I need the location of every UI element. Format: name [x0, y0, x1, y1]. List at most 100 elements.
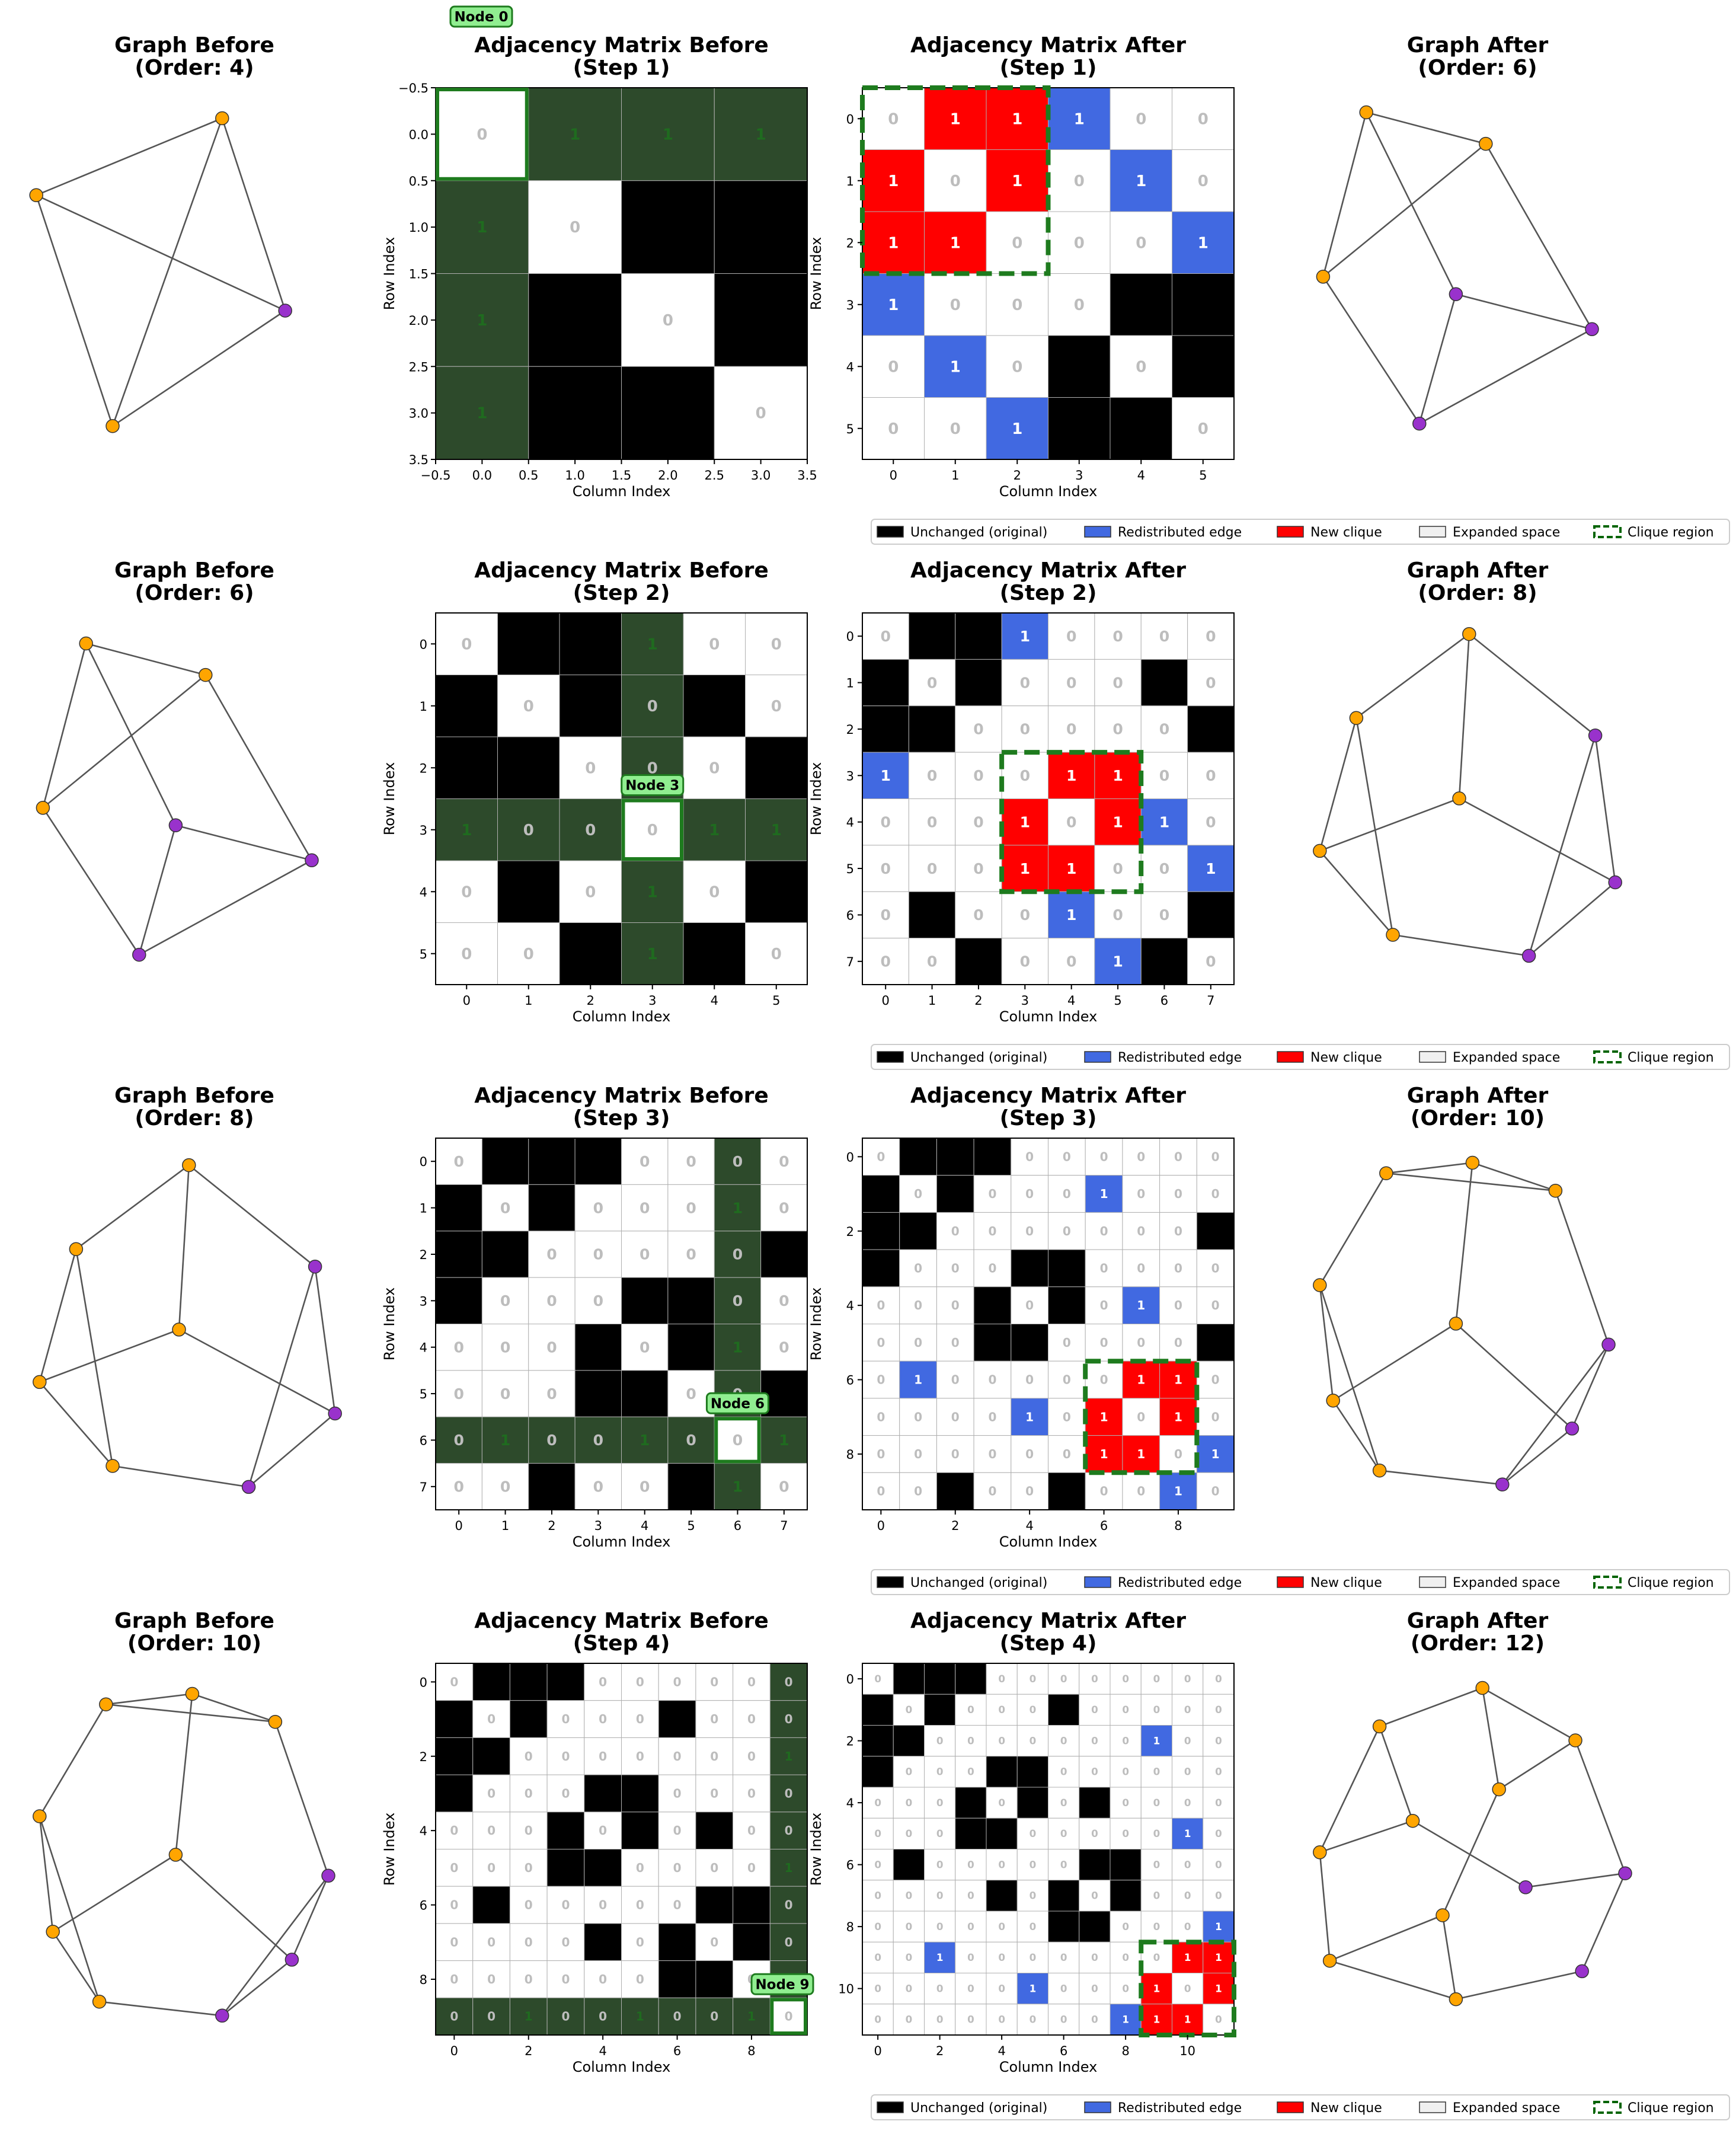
x-tick-label: 5 — [772, 993, 780, 1008]
cell-value: 0 — [1063, 1336, 1071, 1350]
matrix-cell — [1140, 1663, 1172, 1695]
matrix-cell — [574, 1370, 622, 1417]
cell-value: 0 — [874, 1951, 881, 1963]
cell-value: 0 — [1137, 1336, 1145, 1350]
cell-value: 0 — [998, 1797, 1005, 1809]
matrix-cell — [695, 1923, 734, 1962]
cell-value: 1 — [1184, 1828, 1191, 1839]
matrix-cell — [435, 1138, 482, 1185]
matrix-cell — [1140, 752, 1188, 799]
matrix-cell — [1122, 1138, 1160, 1176]
matrix-frame — [862, 612, 1235, 985]
matrix-cell — [658, 1774, 696, 1813]
graph-edge — [75, 1248, 114, 1467]
matrix-cell — [1048, 1817, 1080, 1849]
cell-value: 0 — [500, 1199, 510, 1216]
matrix-cell — [528, 1138, 576, 1185]
cell-value: 0 — [906, 1766, 913, 1778]
cell-value: 0 — [1025, 1224, 1034, 1238]
cell-value: 0 — [1184, 1921, 1191, 1932]
x-tick-label: 3 — [1021, 993, 1029, 1008]
matrix-cell — [1048, 1880, 1080, 1912]
cell-value: 0 — [487, 1935, 495, 1949]
matrix-cell — [1048, 335, 1111, 398]
cell-value: 0 — [686, 1246, 696, 1263]
graph-edge — [1319, 1852, 1331, 1961]
cell-value: 0 — [1198, 420, 1209, 438]
graph-edge — [1458, 634, 1470, 798]
cell-value: 0 — [1153, 1890, 1160, 1902]
cell-value: 0 — [673, 1675, 682, 1689]
matrix-cell — [1085, 1398, 1123, 1436]
matrix-after-step-2: Adjacency Matrix After (Step 2) 0 1 0 0 0 0 0 0 0 0… — [808, 558, 1235, 1025]
x-tick-label: 4 — [711, 993, 718, 1008]
cell-value: 0 — [450, 1972, 458, 1986]
matrix-frame — [862, 1663, 1235, 2036]
matrix-cell — [1140, 891, 1188, 939]
y-tick-label: 8 — [846, 1920, 854, 1934]
cell-value: 0 — [1211, 1298, 1220, 1312]
matrix-cell — [1203, 1756, 1235, 1788]
matrix-cell — [528, 1277, 576, 1324]
cell-value: 0 — [710, 1712, 718, 1726]
cell-value: 0 — [1074, 234, 1085, 252]
graph-edge — [1501, 1344, 1610, 1486]
cell-value: 1 — [1184, 1951, 1191, 1963]
matrix-cell — [695, 1960, 734, 1998]
cell-value: 0 — [663, 312, 673, 330]
y-tick-label: 4 — [846, 1299, 854, 1313]
matrix-cell — [574, 1184, 622, 1232]
matrix-cell — [574, 1463, 622, 1510]
cell-value: 0 — [951, 1447, 960, 1461]
cell-value: 0 — [1025, 1373, 1034, 1387]
cell-value: 0 — [546, 1246, 557, 1263]
y-tick-label: 0 — [420, 1155, 427, 1169]
matrix-cell — [908, 659, 956, 707]
matrix-cell — [1011, 1212, 1049, 1250]
y-tick-label: 5 — [846, 422, 854, 436]
graph-edge — [1379, 1726, 1414, 1822]
graph-edge — [42, 643, 87, 809]
cell-value: 0 — [1215, 1734, 1222, 1746]
cell-value: 0 — [906, 1828, 913, 1839]
matrix-cell — [584, 1774, 622, 1813]
matrix-cell — [769, 1886, 808, 1924]
cell-value: 1 — [1100, 1187, 1108, 1201]
matrix-cell — [924, 87, 987, 150]
graph-edge — [1392, 934, 1529, 957]
graph-node-7 — [284, 1953, 299, 1967]
x-tick-label: 1 — [501, 1519, 509, 1533]
matrix-cell — [1079, 1694, 1111, 1726]
legend-swatch-dashed — [1593, 2101, 1622, 2114]
cell-value: 0 — [1066, 721, 1076, 738]
matrix-cell — [1140, 1756, 1172, 1788]
matrix-cell — [658, 1923, 696, 1962]
matrix-cell — [546, 1700, 585, 1738]
cell-value: 0 — [477, 126, 487, 143]
cell-value: 0 — [1025, 1447, 1034, 1461]
cell-value: 1 — [747, 2010, 756, 2024]
graph-edge — [99, 2001, 222, 2017]
cell-value: 1 — [888, 296, 899, 314]
cell-value: 0 — [1012, 358, 1022, 376]
cell-value: 0 — [523, 822, 534, 839]
cell-value: 0 — [453, 1432, 463, 1449]
cell-value: 0 — [1025, 1149, 1034, 1164]
cell-value: 0 — [1153, 1858, 1160, 1870]
cell-value: 0 — [1112, 721, 1123, 738]
matrix-cell — [481, 1416, 529, 1464]
matrix-cell — [924, 2004, 956, 2036]
cell-value: 0 — [1122, 1673, 1129, 1685]
matrix-cell — [862, 1249, 900, 1288]
graph-edge — [1555, 1190, 1610, 1345]
cell-value: 0 — [927, 860, 937, 877]
node-label-box — [449, 5, 513, 28]
matrix-cell — [472, 1960, 510, 1998]
graph-node-4 — [1585, 322, 1599, 337]
y-tick-label: 6 — [846, 1858, 854, 1873]
matrix-cell — [1196, 1249, 1235, 1288]
graph-edge — [1355, 717, 1394, 935]
matrix-cell — [1016, 1880, 1048, 1912]
matrix-cell — [1203, 1663, 1235, 1695]
graph-node-1 — [1465, 1155, 1480, 1170]
